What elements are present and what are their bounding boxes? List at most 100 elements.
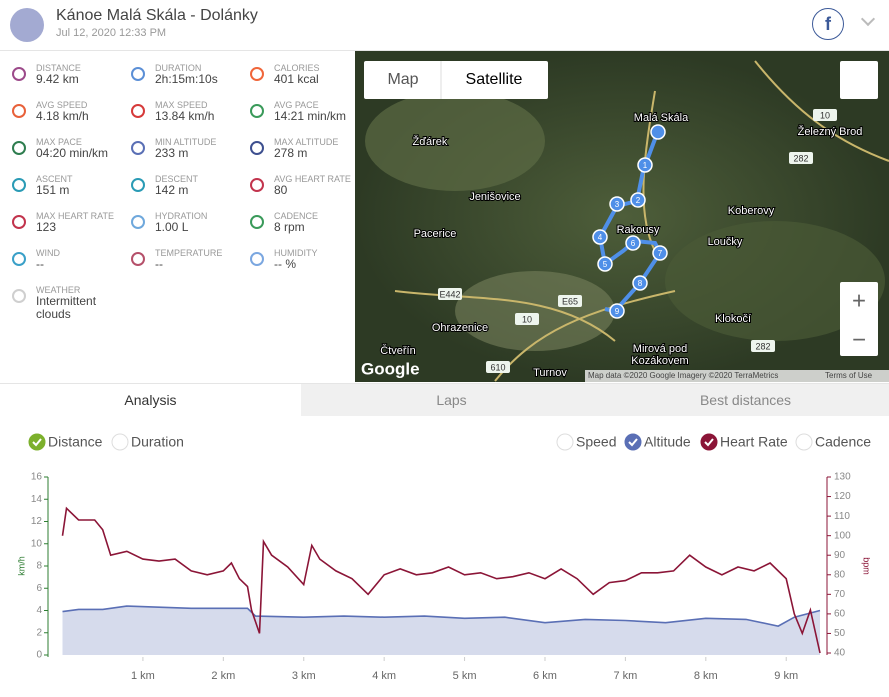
zoom-button[interactable]: + — [852, 287, 866, 314]
route-marker[interactable] — [637, 157, 653, 173]
place-label: Ohrazenice — [432, 322, 488, 334]
stat-icon — [12, 104, 26, 118]
map-terms[interactable]: Terms of Use — [825, 371, 873, 380]
route-marker[interactable] — [625, 235, 641, 251]
road-shield — [558, 295, 582, 307]
y2-axis-label: bpm — [862, 557, 872, 575]
checkbox[interactable] — [795, 433, 813, 451]
place-label: Pacerice — [414, 228, 457, 240]
route-marker[interactable] — [652, 245, 668, 261]
place-label: Malá Skála — [634, 112, 689, 124]
stat-icon — [12, 141, 26, 155]
checkbox[interactable] — [624, 433, 642, 451]
stat-icon — [250, 67, 264, 81]
map-attribution: Map data ©2020 Google Imagery ©2020 Terr… — [588, 371, 778, 380]
checkbox[interactable] — [111, 433, 129, 451]
stat-icon — [12, 215, 26, 229]
toggle-label[interactable]: Altitude — [644, 434, 691, 450]
map-type-control — [364, 61, 548, 99]
start-marker — [650, 124, 666, 140]
terrain — [455, 271, 615, 351]
road-shield — [515, 313, 539, 325]
map-type-button[interactable]: Map — [387, 71, 418, 88]
avatar — [10, 8, 44, 42]
route-marker[interactable] — [592, 229, 608, 245]
stat-label: TEMPERATURE — [155, 248, 223, 258]
stat-label: MAX SPEED — [155, 100, 208, 110]
toggle-label[interactable]: Duration — [131, 434, 184, 450]
road-label: 10 — [522, 314, 532, 324]
y-tick-label: 10 — [31, 538, 43, 549]
y2-tick-label: 120 — [834, 491, 851, 502]
stat-value: -- — [36, 257, 44, 271]
stat-value: 04:20 min/km — [36, 146, 109, 160]
roads — [394, 60, 889, 382]
stat-value: 9.42 km — [36, 72, 79, 86]
stat-icon — [250, 178, 264, 192]
stat-icon — [12, 289, 26, 303]
route-marker[interactable] — [597, 256, 613, 272]
zoom-button[interactable]: − — [852, 326, 866, 353]
checkbox[interactable] — [28, 433, 46, 451]
tab[interactable]: Best distances — [602, 384, 889, 416]
y-axis-label: km/h — [16, 556, 26, 576]
checkmark — [628, 438, 638, 447]
route-marker-label: 8 — [638, 279, 643, 288]
road-label: 610 — [490, 362, 505, 372]
route-marker-label: 2 — [636, 196, 641, 205]
altitude-area — [62, 606, 820, 655]
stat-label: AVG HEART RATE — [274, 174, 351, 184]
stat-icon — [131, 215, 145, 229]
facebook-button[interactable]: f — [812, 8, 844, 40]
y2-tick-label: 80 — [834, 569, 846, 580]
place-label: Žďárek — [413, 135, 448, 148]
x-tick-label: 2 km — [211, 670, 235, 682]
stat-icon — [131, 252, 145, 266]
route-marker[interactable] — [609, 303, 625, 319]
stat-label: CADENCE — [274, 211, 319, 221]
route-marker-label: 9 — [615, 307, 620, 316]
map-type-button[interactable]: Satellite — [466, 71, 523, 88]
stat-value: 123 — [36, 220, 57, 234]
route-marker[interactable] — [609, 196, 625, 212]
toggle-label[interactable]: Cadence — [815, 434, 871, 450]
toggle-label[interactable]: Speed — [576, 434, 616, 450]
y-tick-label: 6 — [36, 583, 42, 594]
stat-value: 80 — [274, 183, 288, 197]
checkbox[interactable] — [556, 433, 574, 451]
stat-value: -- % — [274, 257, 296, 271]
series-line — [61, 506, 821, 654]
stat-icon — [250, 252, 264, 266]
route-marker[interactable] — [630, 192, 646, 208]
stat-label: WIND — [36, 248, 60, 258]
map[interactable]: Map Satellite + − Malá Skála Železný Brod Žďár… — [355, 51, 889, 382]
tab[interactable]: Laps — [301, 384, 602, 416]
route-marker[interactable] — [632, 275, 648, 291]
stat-label: MAX PACE — [36, 137, 82, 147]
stat-value: 233 m — [155, 146, 189, 160]
toggle-label[interactable]: Distance — [48, 434, 103, 450]
stat-label: MAX HEART RATE — [36, 211, 115, 221]
y2-tick-label: 100 — [834, 530, 851, 541]
stat-value: 14:21 min/km — [274, 109, 347, 123]
y-tick-label: 16 — [31, 472, 43, 483]
checkmark — [704, 438, 714, 447]
toggle-label[interactable]: Heart Rate — [720, 434, 788, 450]
stat-value: 4.18 km/h — [36, 109, 89, 123]
road-label: 282 — [755, 341, 770, 351]
y2-tick-label: 90 — [834, 550, 846, 561]
stat-icon — [250, 104, 264, 118]
expand-chevron[interactable] — [860, 11, 876, 27]
date: Jul 12, 2020 12:33 PM — [56, 27, 167, 39]
checkbox[interactable] — [700, 433, 718, 451]
stat-icon — [12, 67, 26, 81]
tab[interactable]: Analysis — [0, 384, 301, 416]
stat-label: CALORIES — [274, 63, 320, 73]
map-logo: Google — [361, 359, 420, 378]
stat-label: AVG SPEED — [36, 100, 88, 110]
y-tick-label: 2 — [36, 627, 42, 638]
fullscreen-button[interactable] — [840, 61, 878, 99]
title: Kánoe Malá Skála - Dolánky — [56, 7, 258, 24]
attribution-bar — [585, 370, 889, 382]
